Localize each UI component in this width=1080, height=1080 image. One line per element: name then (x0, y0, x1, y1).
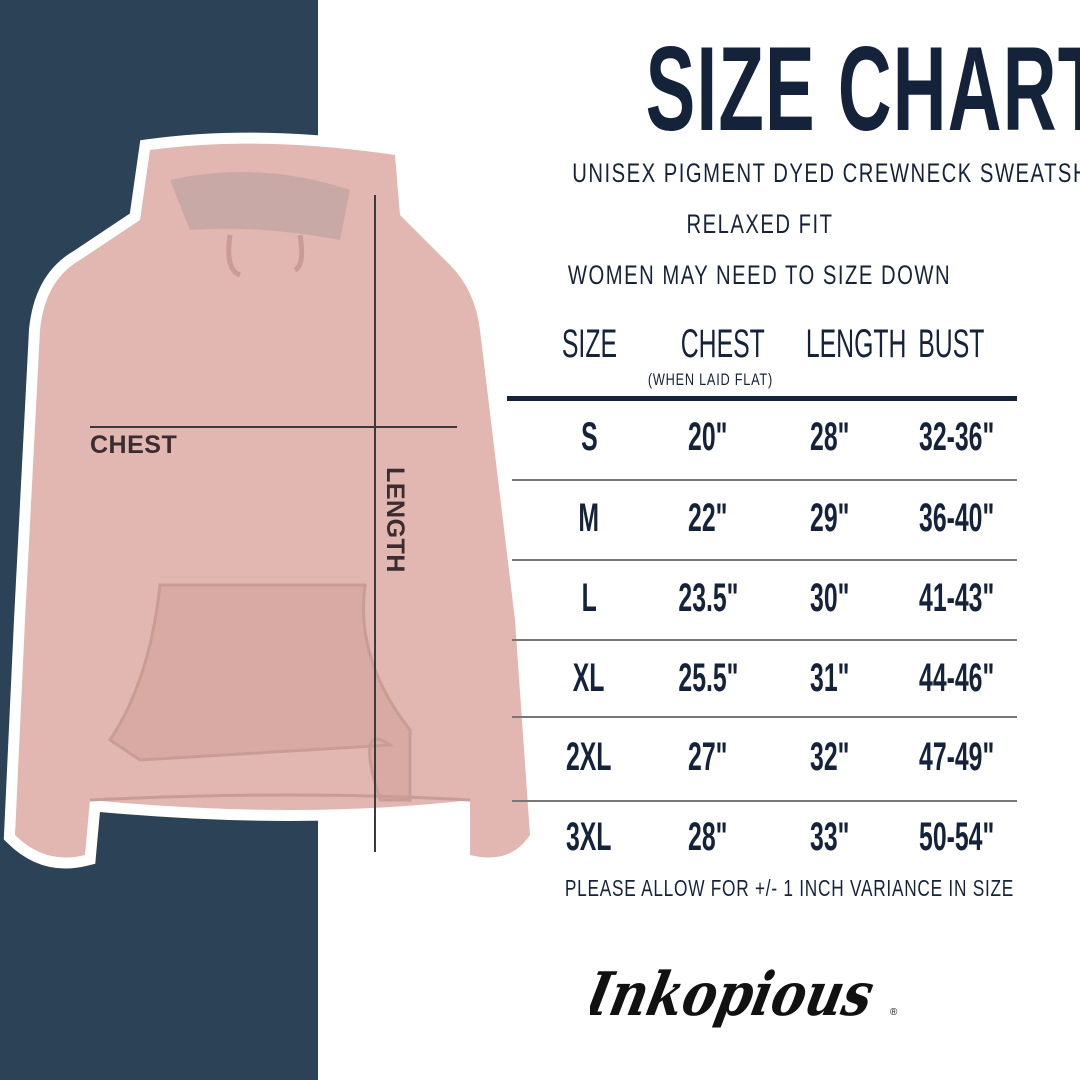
row-divider (512, 716, 1017, 718)
page-title-text: SIZE CHART (645, 22, 1080, 156)
cell-length: 30" (775, 576, 885, 620)
cell-text: 28" (688, 815, 728, 859)
cell-text: 50-54" (919, 815, 995, 859)
cell-size: 2XL (534, 735, 644, 779)
header-length: LENGTH (775, 322, 907, 366)
variance-note: PLEASE ALLOW FOR +/- 1 INCH VARIANCE IN … (490, 874, 1030, 902)
header-text: LENGTH (805, 322, 907, 366)
cell-size: L (534, 576, 644, 620)
cell-chest: 27" (653, 735, 763, 779)
brand-logo: Inkopious ® (590, 960, 898, 1030)
cell-bust: 36-40" (896, 496, 1006, 540)
row-divider (512, 559, 1017, 561)
cell-text: 30" (810, 576, 850, 620)
cell-text: XL (573, 656, 605, 700)
cell-chest: 20" (653, 415, 763, 459)
table-row: M 22" 29" 36-40" (0, 496, 1080, 540)
cell-bust: 32-36" (896, 415, 1006, 459)
cell-size: 3XL (534, 815, 644, 859)
cell-text: S (580, 415, 598, 459)
row-divider (512, 639, 1017, 641)
cell-text: 25.5" (677, 656, 739, 700)
cell-length: 28" (775, 415, 885, 459)
subtitle-fit: RELAXED FIT (480, 208, 1040, 240)
cell-length: 32" (775, 735, 885, 779)
header-text: SIZE (561, 322, 617, 366)
cell-length: 31" (775, 656, 885, 700)
cell-text: 27" (688, 735, 728, 779)
chest-label: CHEST (90, 431, 178, 459)
cell-text: 36-40" (919, 496, 995, 540)
cell-text: 22" (688, 496, 728, 540)
chest-note: (WHEN LAID FLAT) (610, 370, 810, 390)
cell-length: 33" (775, 815, 885, 859)
cell-text: 28" (810, 415, 850, 459)
cell-chest: 28" (653, 815, 763, 859)
registered-mark-icon: ® (890, 1007, 898, 1018)
table-row: XL 25.5" 31" 44-46" (0, 656, 1080, 700)
cell-text: 32-36" (919, 415, 995, 459)
header-size: SIZE (534, 322, 644, 366)
cell-text: 29" (810, 496, 850, 540)
cell-chest: 23.5" (653, 576, 763, 620)
cell-text: M (578, 496, 600, 540)
waistband-seam (89, 793, 471, 802)
header-divider (507, 396, 1017, 401)
cell-size: XL (534, 656, 644, 700)
cell-chest: 22" (653, 496, 763, 540)
cell-text: 31" (810, 656, 850, 700)
subtitle-text: WOMEN MAY NEED TO SIZE DOWN (568, 260, 952, 290)
variance-note-text: PLEASE ALLOW FOR +/- 1 INCH VARIANCE IN … (564, 875, 1015, 901)
cell-text: 23.5" (677, 576, 739, 620)
header-text: BUST (917, 322, 985, 366)
row-divider (512, 800, 1017, 802)
header-text: CHEST (680, 322, 765, 366)
cell-bust: 41-43" (896, 576, 1006, 620)
table-row: S 20" 28" 32-36" (0, 415, 1080, 459)
page-title: SIZE CHART (505, 28, 1080, 150)
table-row: 3XL 28" 33" 50-54" (0, 815, 1080, 859)
chest-note-text: (WHEN LAID FLAT) (647, 370, 773, 389)
cell-text: 3XL (566, 815, 612, 859)
subtitle-text: RELAXED FIT (686, 209, 834, 239)
cell-text: 41-43" (919, 576, 995, 620)
header-chest: CHEST (655, 322, 765, 366)
cell-text: 2XL (566, 735, 612, 779)
cell-text: 44-46" (919, 656, 995, 700)
cell-text: 47-49" (919, 735, 995, 779)
cell-chest: 25.5" (653, 656, 763, 700)
cell-bust: 44-46" (896, 656, 1006, 700)
cell-size: S (534, 415, 644, 459)
row-divider (512, 479, 1017, 481)
subtitle-product: UNISEX PIGMENT DYED CREWNECK SWEATSHIRT (480, 157, 1080, 189)
subtitle-text: UNISEX PIGMENT DYED CREWNECK SWEATSHIRT (572, 158, 1080, 188)
brand-logo-text: Inkopious (590, 960, 880, 1030)
header-bust: BUST (896, 322, 1006, 366)
cell-text: 32" (810, 735, 850, 779)
cell-length: 29" (775, 496, 885, 540)
cell-bust: 47-49" (896, 735, 1006, 779)
cell-text: 20" (688, 415, 728, 459)
cell-text: L (581, 576, 597, 620)
cell-text: 33" (810, 815, 850, 859)
table-row: 2XL 27" 32" 47-49" (0, 735, 1080, 779)
drawstrings (226, 234, 305, 278)
table-row: L 23.5" 30" 41-43" (0, 576, 1080, 620)
pocket (107, 583, 412, 802)
cell-bust: 50-54" (896, 815, 1006, 859)
subtitle-sizing-note: WOMEN MAY NEED TO SIZE DOWN (480, 259, 1040, 291)
cell-size: M (534, 496, 644, 540)
hood-inner (170, 172, 350, 240)
hoodie-image (3, 132, 540, 869)
